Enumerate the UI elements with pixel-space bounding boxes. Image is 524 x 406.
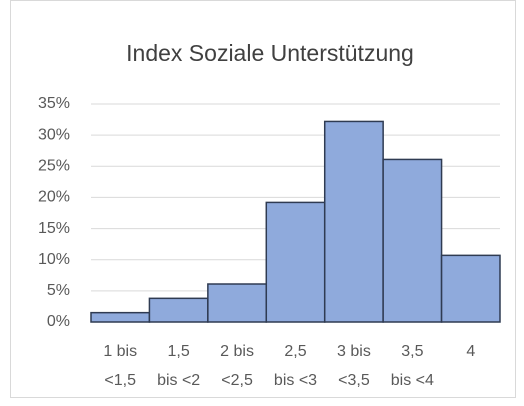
y-tick-label: 15% [38, 220, 70, 237]
bar [265, 201, 326, 323]
bar [440, 254, 501, 323]
y-tick-label: 10% [38, 251, 70, 268]
x-tick-label: 2,5 bis <3 [274, 343, 317, 389]
x-tick-label: 1 bis <1,5 [103, 343, 137, 389]
x-tick-label: 2 bis <2,5 [220, 343, 254, 389]
x-tick-label: 4 [466, 343, 475, 360]
x-tick-label: 1,5 bis <2 [157, 343, 200, 389]
bar [148, 297, 209, 323]
y-tick-label: 35% [38, 95, 70, 112]
y-tick-label: 0% [47, 313, 70, 330]
y-tick-label: 30% [38, 126, 70, 143]
bar [323, 120, 384, 323]
bar [207, 283, 268, 323]
y-tick-label: 20% [38, 189, 70, 206]
y-tick-label: 25% [38, 158, 70, 175]
bar [90, 311, 151, 323]
chart-title: Index Soziale Unterstützung [126, 40, 414, 66]
x-tick-label: 3,5 bis <4 [391, 343, 434, 389]
y-tick-label: 5% [47, 282, 70, 299]
x-tick-label: 3 bis <3,5 [337, 343, 371, 389]
bar [382, 158, 443, 323]
